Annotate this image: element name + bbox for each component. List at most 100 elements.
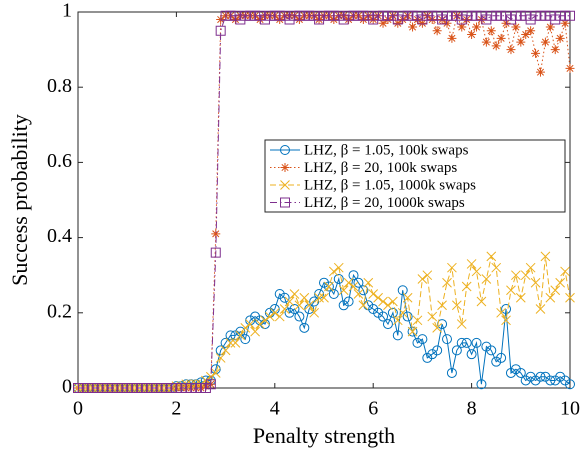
marker <box>358 300 369 311</box>
marker <box>392 14 403 25</box>
marker <box>358 285 369 296</box>
marker <box>294 311 305 322</box>
marker <box>476 379 487 390</box>
marker <box>461 337 472 348</box>
marker <box>467 30 477 40</box>
y-tick-label: 0.8 <box>47 75 72 97</box>
marker <box>432 10 443 21</box>
marker <box>451 345 462 356</box>
marker <box>373 292 383 303</box>
marker <box>220 345 231 356</box>
legend-marker <box>280 180 290 190</box>
marker <box>260 315 270 326</box>
series-line <box>78 254 571 389</box>
marker <box>210 368 221 378</box>
marker <box>545 292 556 303</box>
marker <box>368 304 379 315</box>
marker <box>304 300 315 311</box>
marker <box>466 349 477 360</box>
marker <box>535 304 546 314</box>
marker <box>338 285 349 296</box>
marker <box>446 367 457 378</box>
marker <box>451 10 462 21</box>
y-tick-label: 0.4 <box>47 225 72 247</box>
marker <box>417 14 428 25</box>
marker <box>437 319 448 330</box>
marker <box>387 10 398 21</box>
marker <box>501 304 512 315</box>
legend-marker <box>280 163 290 172</box>
marker <box>393 18 403 28</box>
marker <box>363 300 374 311</box>
y-axis-label: Success probability <box>7 114 32 286</box>
marker <box>408 22 418 32</box>
marker <box>407 326 418 337</box>
marker <box>397 285 408 296</box>
marker <box>289 289 300 299</box>
marker <box>319 292 329 303</box>
marker <box>328 266 339 277</box>
marker <box>545 22 555 32</box>
marker <box>476 296 487 307</box>
marker <box>530 277 541 288</box>
legend-marker <box>280 145 291 155</box>
marker <box>338 14 349 25</box>
marker <box>397 307 408 318</box>
marker <box>520 270 531 281</box>
x-tick-label: 2 <box>171 398 181 420</box>
marker <box>319 277 330 288</box>
marker <box>476 10 487 21</box>
marker <box>427 311 438 322</box>
marker <box>437 300 447 311</box>
marker <box>525 262 536 273</box>
x-tick-label: 6 <box>368 398 378 420</box>
marker <box>447 262 457 273</box>
y-tick-label: 0.2 <box>47 300 72 322</box>
marker <box>565 10 575 21</box>
marker <box>363 277 374 288</box>
marker <box>515 292 526 303</box>
marker <box>250 311 261 322</box>
marker <box>471 337 482 348</box>
marker <box>299 292 310 303</box>
marker <box>526 26 536 36</box>
marker <box>333 262 344 273</box>
y-tick-label: 0.6 <box>47 150 72 172</box>
marker <box>417 274 428 284</box>
marker <box>235 326 246 337</box>
marker <box>225 338 236 348</box>
marker <box>412 315 423 326</box>
marker <box>259 14 270 25</box>
marker <box>496 307 506 318</box>
marker <box>284 14 295 25</box>
marker <box>265 311 275 322</box>
marker <box>531 48 541 58</box>
x-tick-label: 0 <box>73 398 83 420</box>
marker <box>314 289 325 299</box>
marker <box>388 296 398 307</box>
marker <box>442 277 452 288</box>
marker <box>511 270 521 281</box>
marker <box>550 14 561 25</box>
marker <box>491 41 501 51</box>
marker <box>417 18 427 28</box>
marker <box>506 285 516 296</box>
marker <box>486 345 497 356</box>
marker <box>210 247 221 258</box>
marker <box>259 319 270 330</box>
marker <box>333 10 344 21</box>
marker <box>456 319 467 329</box>
marker <box>338 300 349 311</box>
marker <box>555 33 565 43</box>
marker <box>481 14 492 25</box>
marker <box>456 337 467 348</box>
marker <box>255 319 265 329</box>
marker <box>510 364 521 375</box>
marker <box>378 311 389 322</box>
marker <box>269 304 280 315</box>
marker <box>235 330 246 341</box>
marker <box>560 18 570 28</box>
legend-label: LHZ, β = 1.05, 1000k swaps <box>304 177 476 193</box>
marker <box>382 319 393 330</box>
